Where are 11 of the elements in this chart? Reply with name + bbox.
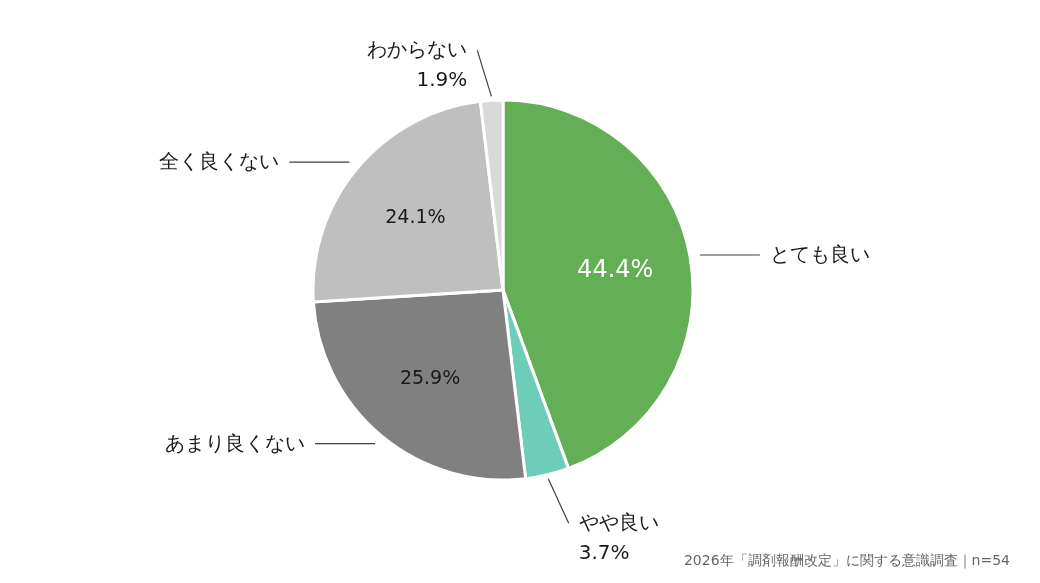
slice-label: あまり良くない: [165, 430, 306, 455]
data-label: 3.7%: [578, 540, 630, 565]
slice-label: やや良い: [578, 510, 659, 535]
slice-label: 全く良くない: [159, 149, 280, 174]
data-label: 1.9%: [416, 67, 468, 92]
data-label: 24.1%: [385, 205, 446, 228]
slice-label: わからない: [367, 37, 468, 62]
data-label: 44.4%: [577, 255, 654, 284]
text: 2026年「調剤報酬改定」に関する意識調査｜n=54: [683, 552, 1011, 569]
slice-label: とても良い: [769, 242, 870, 266]
data-label: 25.9%: [399, 365, 461, 388]
